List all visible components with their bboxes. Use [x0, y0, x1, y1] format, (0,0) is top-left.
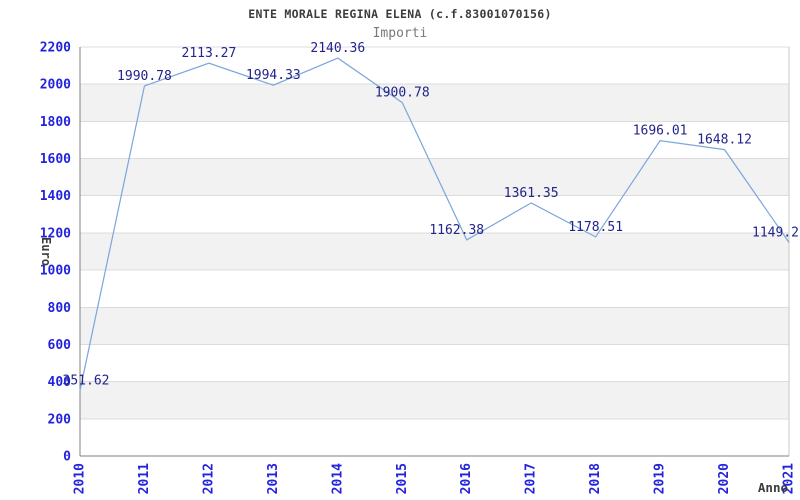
plot-band	[80, 232, 789, 271]
x-tick-label: 2016	[459, 463, 474, 494]
plot-band	[80, 307, 789, 345]
y-tick-label: 600	[48, 338, 72, 353]
y-tick-label: 1000	[40, 264, 71, 279]
y-tick-label: 800	[48, 301, 72, 316]
y-tick-label: 400	[48, 375, 72, 390]
x-tick-label: 2018	[588, 463, 603, 494]
plot-band	[80, 158, 789, 196]
x-tick-label: 2017	[524, 463, 539, 494]
x-tick-label: 2014	[330, 463, 345, 494]
y-tick-label: 2000	[40, 78, 71, 93]
y-tick-label: 1400	[40, 189, 71, 204]
point-label: 1162.38	[429, 223, 484, 238]
x-tick-label: 2012	[201, 463, 216, 494]
chart-subtitle: Importi	[372, 26, 428, 41]
y-tick-label: 0	[63, 450, 71, 465]
point-label: 1361.35	[504, 186, 559, 201]
x-axis-title: Anno	[758, 480, 788, 495]
point-label: 1696.01	[633, 124, 688, 139]
x-tick-label: 2013	[266, 463, 281, 494]
point-label: 1900.78	[375, 86, 430, 101]
x-tick-label: 2010	[73, 463, 88, 494]
x-tick-label: 2020	[717, 463, 732, 494]
chart-title: ENTE MORALE REGINA ELENA (c.f.8300107015…	[248, 7, 552, 21]
x-tick-label: 2015	[395, 463, 410, 494]
y-tick-label: 1800	[40, 115, 71, 130]
y-tick-label: 200	[48, 412, 72, 427]
point-label: 1994.33	[246, 68, 301, 83]
y-tick-label: 2200	[40, 41, 71, 56]
plot-band	[80, 84, 789, 122]
point-label: 2113.27	[182, 46, 237, 61]
y-tick-label: 1600	[40, 152, 71, 167]
point-label: 1990.78	[117, 69, 172, 84]
y-tick-label: 1200	[40, 226, 71, 241]
point-label: 1149.2	[752, 225, 799, 240]
data-line	[79, 57, 790, 391]
point-label: 351.62	[63, 374, 110, 389]
point-label: 2140.36	[310, 41, 365, 56]
x-tick-label: 2021	[782, 463, 797, 494]
x-tick-label: 2019	[653, 463, 668, 494]
x-tick-label: 2011	[137, 463, 152, 494]
y-axis-title: Euro	[39, 237, 53, 266]
plot-band	[80, 381, 789, 419]
point-label: 1648.12	[697, 133, 752, 148]
point-label: 1178.51	[568, 220, 623, 235]
